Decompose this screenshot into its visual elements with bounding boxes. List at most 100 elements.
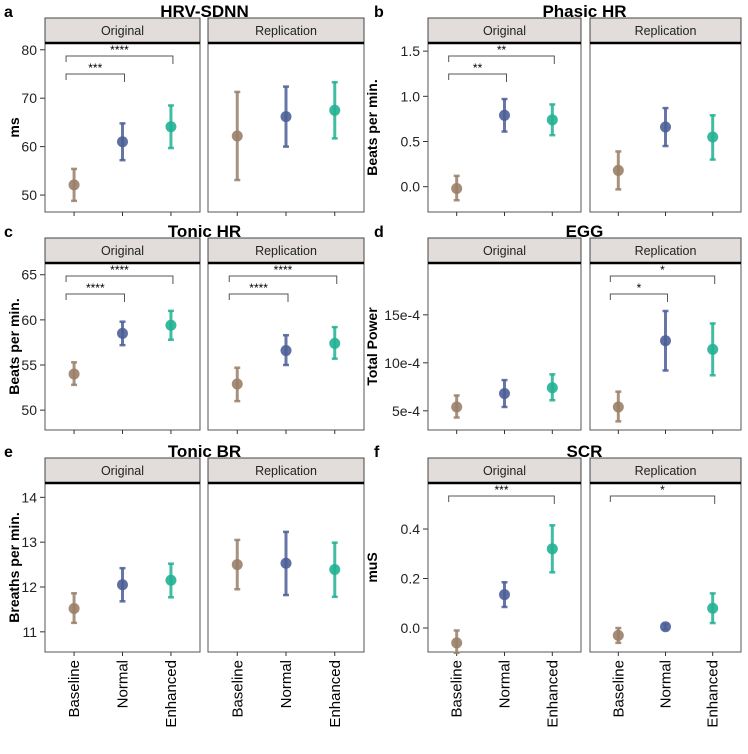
mean-point-enhanced [165, 319, 177, 331]
mean-point-enhanced [165, 121, 177, 133]
y-tick-label: 0.0 [401, 620, 421, 636]
facet-strip-label: Replication [635, 244, 697, 258]
y-axis-label: Total Power [364, 307, 380, 386]
facet-replication: Replication Baseline Normal Enhanced * [589, 457, 742, 728]
facet-replication: Replication Baseline Normal Enhanced [207, 457, 365, 728]
y-tick-label: 55 [21, 357, 37, 373]
mean-point-normal [660, 621, 671, 633]
y-tick-label: 13 [21, 534, 37, 550]
y-axis-label: ms [6, 117, 22, 137]
x-tick-label: Enhanced [327, 660, 344, 728]
mean-point-normal [117, 136, 128, 148]
mean-point-normal [117, 579, 128, 591]
x-tick-label: Enhanced [705, 660, 722, 728]
facet-original: Original **** **** [44, 237, 201, 434]
mean-point-enhanced [329, 337, 341, 349]
significance-label: *** [88, 61, 102, 75]
x-tick-label: Normal [115, 660, 132, 708]
panel-a: a HRV-SDNNms50607080Original*******Replic… [4, 2, 365, 216]
significance-label: **** [274, 263, 293, 277]
significance-bracket [228, 293, 289, 302]
mean-point-baseline [68, 368, 80, 380]
facet-strip-label: Replication [635, 24, 697, 38]
panel-title: HRV-SDNN [160, 2, 248, 21]
plot-area [427, 482, 582, 653]
facet-strip [427, 17, 582, 44]
panel-letter: a [4, 4, 13, 21]
y-tick-label: 1.5 [401, 43, 421, 59]
facet-strip-label: Replication [255, 464, 317, 478]
panel-letter: f [374, 444, 380, 461]
facet-strip [44, 17, 201, 44]
panel-b: b Phasic HR Beats per min. 0.0 0.5 1.0 1.5 Orig… [364, 2, 742, 216]
significance-bracket [65, 55, 174, 64]
panel-title: Phasic HR [542, 2, 626, 21]
facet-strip-label: Original [101, 464, 144, 478]
y-tick-label: 11 [22, 624, 37, 640]
y-tick-label: 14 [21, 489, 37, 505]
facet-strip [589, 237, 742, 264]
mean-point-enhanced [165, 574, 177, 586]
significance-label: **** [249, 281, 268, 295]
x-tick-label: Baseline [610, 660, 627, 718]
facet-strip [427, 237, 582, 264]
facet-strip-label: Replication [635, 464, 697, 478]
mean-point-normal [280, 345, 292, 357]
y-tick-label: 65 [21, 267, 37, 283]
facet-strip-label: Original [483, 24, 526, 38]
x-tick-label: Baseline [449, 660, 466, 718]
mean-point-normal [499, 388, 510, 400]
significance-bracket [448, 73, 507, 82]
panel-c: c Tonic HR Beats per min. 50 55 60 65 Original *… [4, 222, 365, 434]
mean-point-enhanced [707, 131, 719, 143]
y-tick-label: 15e-4 [384, 307, 420, 323]
significance-label: * [637, 281, 642, 295]
mean-point-baseline [612, 401, 624, 413]
mean-point-baseline [612, 164, 624, 176]
mean-point-enhanced [707, 602, 719, 614]
panel-e: e Tonic BR Breaths per min.11 12 13 14 Origina… [4, 442, 365, 728]
panel-title: Tonic BR [168, 442, 241, 461]
x-tick-label: Baseline [66, 660, 83, 718]
significance-bracket [65, 293, 125, 302]
mean-point-enhanced [329, 104, 341, 116]
facet-strip-label: Original [101, 24, 144, 38]
significance-bracket [228, 275, 338, 284]
significance-label: ** [497, 43, 507, 57]
facet-strip [207, 237, 365, 264]
mean-point-baseline [231, 559, 243, 571]
y-tick-label: 60 [21, 139, 37, 155]
mean-point-enhanced [329, 564, 341, 576]
panel-title: Tonic HR [168, 222, 241, 241]
y-tick-label: 60 [21, 312, 37, 328]
y-tick-label: 0.0 [401, 179, 421, 195]
panel-letter: e [4, 444, 13, 461]
y-axis-label: muS [364, 552, 380, 582]
panel-title: EGG [566, 222, 604, 241]
mean-point-baseline [231, 378, 243, 390]
y-axis-label: Breaths per min. [6, 512, 22, 622]
panel-letter: c [4, 224, 13, 241]
y-tick-label: 0.5 [401, 134, 421, 150]
panel-f: f SCR muS 0.0 0.2 0.4 Original Baseline Normal En… [364, 442, 742, 728]
facet-strip [207, 457, 365, 484]
facet-strip-label: Original [483, 464, 526, 478]
significance-label: * [660, 483, 665, 497]
facet-original: Original******* [44, 17, 201, 216]
y-tick-label: 12 [21, 579, 37, 595]
mean-point-baseline [451, 401, 463, 413]
mean-point-enhanced [546, 114, 558, 126]
mean-point-baseline [231, 130, 243, 142]
mean-point-baseline [68, 179, 80, 191]
significance-bracket [609, 293, 668, 302]
panel-letter: b [374, 4, 384, 21]
y-axis-label: Beats per min. [6, 298, 22, 394]
significance-label: * [660, 263, 665, 277]
y-tick-label: 70 [21, 90, 37, 106]
x-tick-label: Enhanced [544, 660, 561, 728]
facet-strip [427, 457, 582, 484]
facet-strip-label: Original [101, 244, 144, 258]
mean-point-baseline [451, 183, 463, 195]
facet-original: Original [427, 237, 582, 434]
